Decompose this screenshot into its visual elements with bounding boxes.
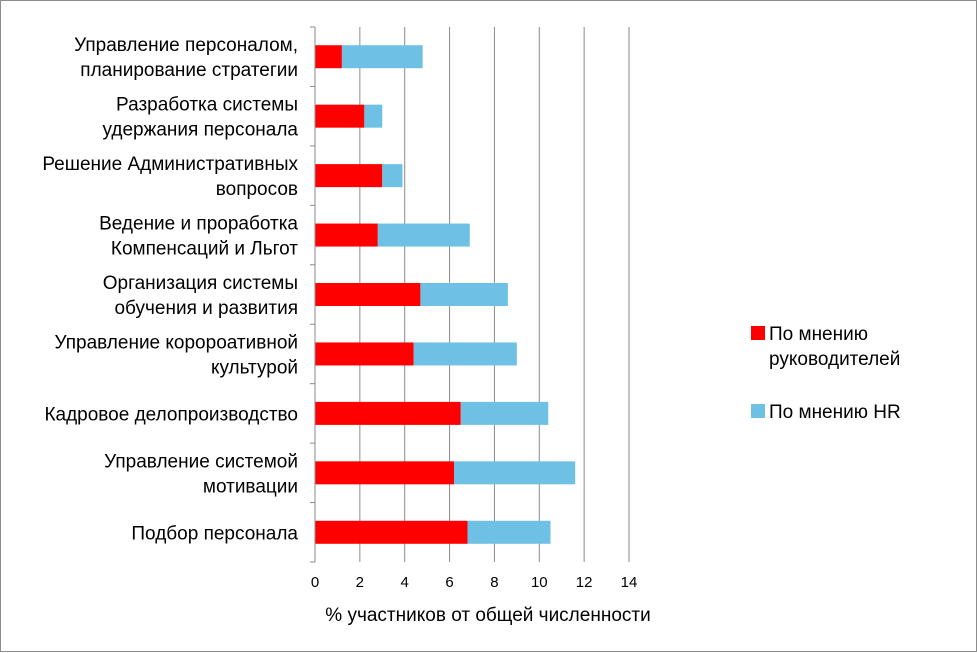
- bar-segment-managers: [315, 223, 378, 247]
- axes: 0 2 4 6 8 10 12 14: [310, 26, 638, 591]
- bar-segment-hr: [467, 520, 551, 544]
- category-label: Управление персоналом, планирование страт…: [74, 35, 298, 81]
- bar-segment-managers: [315, 45, 342, 69]
- bar-segment-managers: [315, 164, 383, 188]
- bar-segment-managers: [315, 104, 365, 128]
- legend: По мнению руководителей По мнению HR: [751, 324, 901, 423]
- x-tick-label: 2: [356, 574, 364, 591]
- bar-segment-managers: [315, 401, 461, 425]
- legend-swatch-hr: [751, 404, 765, 418]
- bar-segment-hr: [420, 283, 508, 306]
- category-labels: Управление персоналом, планирование страт…: [42, 35, 298, 544]
- legend-swatch-managers: [751, 326, 765, 340]
- legend-label-hr: По мнению HR: [769, 402, 901, 423]
- bar-segment-managers: [315, 283, 421, 306]
- x-tick-label: 14: [621, 574, 638, 591]
- x-tick-label: 4: [401, 574, 409, 591]
- bar-segment-managers: [315, 520, 468, 544]
- x-tick-label: 10: [531, 574, 548, 591]
- x-axis-label: % участников от общей численности: [325, 605, 650, 626]
- bar-segment-managers: [315, 461, 455, 485]
- bar-segment-hr: [377, 223, 470, 247]
- bars: [315, 45, 576, 544]
- category-label: Управление системой мотивации: [104, 451, 298, 497]
- bar-segment-hr: [413, 342, 517, 366]
- x-tick-label: 0: [311, 574, 319, 591]
- x-tick-label: 12: [576, 574, 593, 591]
- bar-segment-hr: [382, 164, 403, 188]
- bar-segment-hr: [341, 45, 423, 69]
- category-label: Управление коророативной культурой: [55, 332, 299, 378]
- category-label: Разработка системы удержания персонала: [103, 95, 299, 141]
- x-tick-label: 6: [445, 574, 453, 591]
- category-label: Организация системы обучения и развития: [103, 273, 298, 319]
- bar-segment-hr: [454, 461, 576, 485]
- category-label: Решение Административных вопросов: [42, 154, 298, 200]
- category-label: Ведение и проработка Компенсаций и Льгот: [99, 214, 298, 260]
- bar-segment-managers: [315, 342, 414, 366]
- bar-segment-hr: [364, 104, 383, 128]
- x-tick-label: 8: [490, 574, 498, 591]
- category-label: Подбор персонала: [131, 523, 298, 544]
- bar-segment-hr: [460, 401, 549, 425]
- category-label: Кадровое делопроизводство: [44, 404, 298, 425]
- legend-label-managers: По мнению руководителей: [769, 324, 900, 370]
